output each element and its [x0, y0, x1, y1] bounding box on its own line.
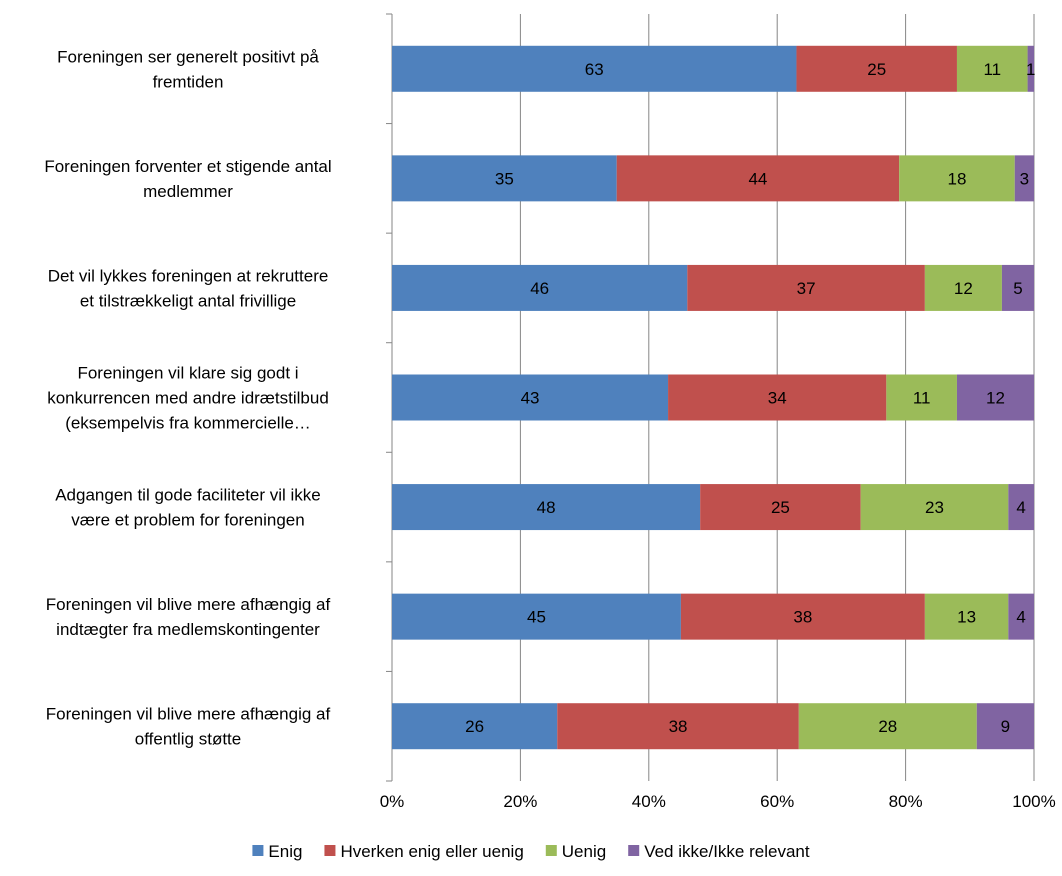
- bar-segment: [392, 593, 681, 640]
- data-label: 18: [947, 169, 966, 188]
- bar-segment: [616, 155, 900, 202]
- bar-segment: [668, 374, 887, 421]
- legend: Enig Hverken enig eller uenig Uenig Ved ikk…: [252, 842, 810, 861]
- category-labels: Foreningen ser generelt positivt på fremt…: [44, 47, 331, 748]
- bar-segment: [392, 703, 558, 750]
- bar-segment: [392, 45, 797, 92]
- data-label: 5: [1013, 279, 1022, 298]
- bar-segment: [687, 264, 925, 311]
- category-label: Det vil lykkes foreningen at rekruttere e…: [48, 266, 329, 310]
- data-label: 12: [986, 389, 1005, 408]
- bar-segment: [392, 264, 688, 311]
- legend-label: Hverken enig eller uenig: [340, 842, 523, 861]
- bar-segment: [796, 45, 957, 92]
- category-label: Foreningen vil blive mere afhængig af off…: [46, 705, 331, 749]
- bar-segment: [1027, 45, 1034, 92]
- data-label: 4: [1016, 498, 1025, 517]
- category-label: Adgangen til gode faciliteter vil ikke væ…: [55, 486, 321, 530]
- legend-label: Ved ikke/Ikke relevant: [644, 842, 810, 861]
- bar-segment: [1014, 155, 1034, 202]
- category-label: Foreningen ser generelt positivt på fremt…: [57, 47, 319, 91]
- data-label: 43: [521, 389, 540, 408]
- bar-segment: [1001, 264, 1034, 311]
- data-label: 9: [1001, 717, 1010, 736]
- data-label: 11: [983, 60, 1001, 79]
- data-label: 1: [1026, 60, 1035, 79]
- data-label: 63: [585, 60, 604, 79]
- legend-swatch: [252, 845, 264, 856]
- x-tick-label: 80%: [889, 792, 923, 811]
- x-tick-label: 20%: [503, 792, 537, 811]
- legend-label: Uenig: [562, 842, 606, 861]
- legend-item: Hverken enig eller uenig: [324, 842, 524, 861]
- category-label: Foreningen vil blive mere afhængig af ind…: [46, 595, 331, 639]
- legend-item: Enig: [252, 842, 302, 861]
- bar-segment: [392, 155, 617, 202]
- legend-item: Ved ikke/Ikke relevant: [628, 842, 810, 861]
- bar-segment: [1008, 484, 1034, 531]
- data-label: 45: [527, 608, 546, 627]
- data-label: 25: [771, 498, 790, 517]
- bar-segment: [976, 703, 1034, 750]
- data-label: 25: [867, 60, 886, 79]
- bar-segment: [956, 374, 1034, 421]
- data-label: 35: [495, 169, 514, 188]
- bar-segment: [886, 374, 957, 421]
- data-label: 26: [465, 717, 484, 736]
- bar-segment: [860, 484, 1009, 531]
- data-label: 11: [913, 389, 931, 408]
- data-label: 44: [748, 169, 767, 188]
- bar-segment: [392, 484, 701, 531]
- bar-segment: [798, 703, 977, 750]
- bar-segment: [1008, 593, 1034, 640]
- bar-segment: [557, 703, 799, 750]
- data-label: 13: [957, 608, 976, 627]
- category-label: Foreningen forventer et stigende antal me…: [44, 157, 331, 201]
- bar-segment: [956, 45, 1028, 92]
- x-axis-ticks: 0% 20% 40% 60% 80% 100%: [380, 792, 1056, 811]
- x-tick-label: 0%: [380, 792, 405, 811]
- x-tick-label: 40%: [632, 792, 666, 811]
- data-label: 28: [878, 717, 897, 736]
- data-label: 4: [1016, 608, 1025, 627]
- legend-swatch: [324, 845, 336, 856]
- bar-segment: [924, 264, 1002, 311]
- data-label: 12: [954, 279, 973, 298]
- data-label: 38: [669, 717, 688, 736]
- data-label: 38: [793, 608, 812, 627]
- category-label: Foreningen vil klare sig godt i konkurren…: [47, 364, 329, 433]
- data-label: 48: [537, 498, 556, 517]
- data-label: 37: [797, 279, 816, 298]
- data-label: 34: [768, 389, 787, 408]
- data-label: 3: [1020, 169, 1029, 188]
- legend-item: Uenig: [545, 842, 606, 861]
- bar-segment: [899, 155, 1015, 202]
- bar-segment: [680, 593, 925, 640]
- legend-label: Enig: [268, 842, 302, 861]
- data-label: 46: [530, 279, 549, 298]
- x-tick-label: 60%: [760, 792, 794, 811]
- bar-segment: [392, 374, 669, 421]
- legend-swatch: [628, 845, 640, 856]
- legend-swatch: [545, 845, 557, 856]
- bar-segment: [700, 484, 861, 531]
- x-tick-label: 100%: [1012, 792, 1055, 811]
- data-label: 23: [925, 498, 944, 517]
- bar-segment: [924, 593, 1009, 640]
